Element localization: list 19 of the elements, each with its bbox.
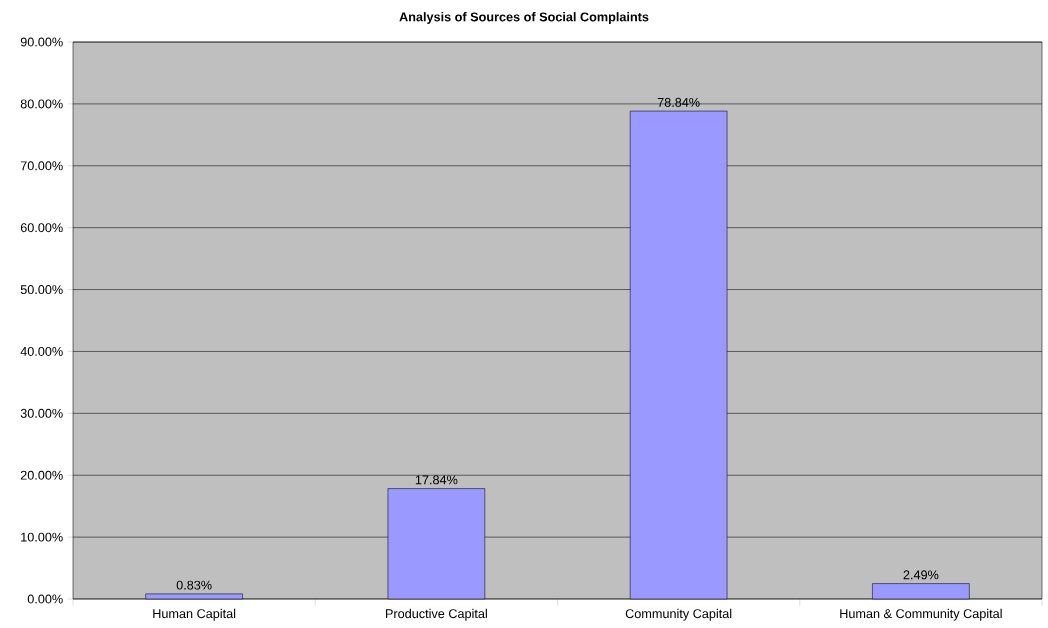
y-tick-label: 40.00%: [20, 346, 63, 356]
data-label: 78.84%: [657, 97, 700, 107]
y-tick-label: 70.00%: [20, 161, 63, 171]
y-tick-label: 50.00%: [20, 285, 63, 295]
y-tick-label: 80.00%: [20, 99, 63, 109]
data-label: 0.83%: [176, 580, 212, 590]
y-tick-label: 0.00%: [27, 594, 63, 604]
y-tick-label: 30.00%: [20, 408, 63, 418]
x-tick-label: Human Capital: [153, 608, 236, 621]
y-tick-label: 20.00%: [20, 470, 63, 480]
y-tick-label: 10.00%: [21, 532, 63, 542]
chart-title: Analysis of Sources of Social Complaints: [399, 12, 649, 24]
x-tick-label: Productive Capital: [386, 608, 487, 621]
y-tick-label: 60.00%: [20, 223, 63, 233]
x-tick-label: Community Capital: [625, 608, 732, 621]
data-label: 17.84%: [415, 475, 458, 485]
x-tick-label: Human & Community Capital: [840, 608, 1002, 621]
y-tick-label: 90.00%: [20, 37, 63, 47]
data-label: 2.49%: [903, 570, 939, 580]
